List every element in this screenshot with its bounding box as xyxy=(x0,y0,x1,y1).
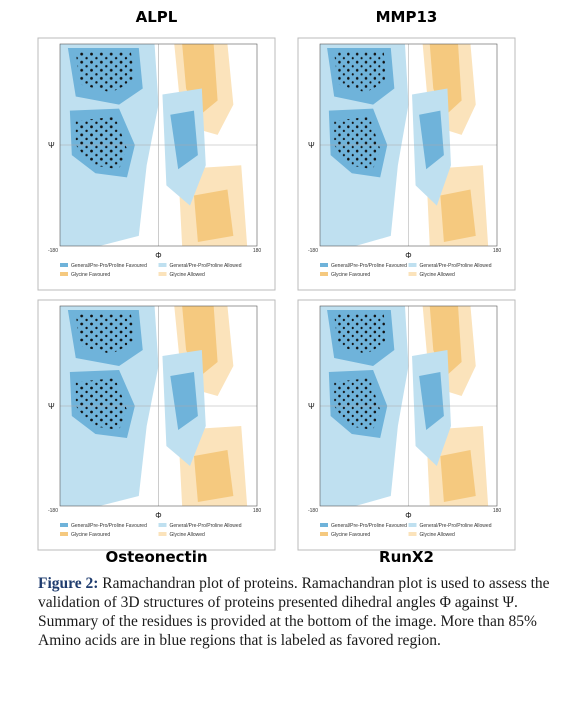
legend-swatch xyxy=(158,272,167,276)
psi-label: Ψ xyxy=(48,141,55,150)
legend-label: General/Pre-Pro/Proline Favoured xyxy=(71,263,147,269)
legend-swatch xyxy=(60,263,68,267)
legend-swatch xyxy=(408,272,417,276)
legend-swatch xyxy=(408,523,417,527)
legend-label: Glycine Allowed xyxy=(420,272,456,278)
legend-label: General/Pre-Pro/Proline Allowed xyxy=(420,523,492,529)
legend-label: General/Pre-Pro/Proline Favoured xyxy=(331,263,407,269)
legend-swatch xyxy=(60,523,68,527)
plot xyxy=(60,44,257,246)
plot-frame xyxy=(319,43,498,247)
region xyxy=(75,314,135,430)
plot xyxy=(60,306,257,506)
figure: ALPL Ψ Φ -180 180 General/Pre-Pro/Proline Fav… xyxy=(37,8,516,566)
region xyxy=(334,52,388,170)
legend-swatch xyxy=(408,263,417,267)
tick-max: 180 xyxy=(493,508,502,514)
legend-label: General/Pre-Pro/Proline Allowed xyxy=(420,263,492,269)
tick-min: -180 xyxy=(308,248,318,254)
panel: RunX2 Ψ Φ -180 180 General/Pre-Pro/Proline Fa… xyxy=(297,299,516,566)
region xyxy=(334,314,388,430)
tick-max: 180 xyxy=(253,248,262,254)
legend-label: Glycine Allowed xyxy=(170,272,206,278)
panel: MMP13 Ψ Φ -180 180 General/Pre-Pro/Proline Fa… xyxy=(297,8,516,291)
legend-label: Glycine Favoured xyxy=(331,532,370,538)
legend-label: General/Pre-Pro/Proline Allowed xyxy=(170,263,242,269)
tick-min: -180 xyxy=(48,508,58,514)
legend-swatch xyxy=(158,523,167,527)
plot-frame xyxy=(319,305,498,507)
panel-title: ALPL xyxy=(136,8,178,26)
tick-min: -180 xyxy=(308,508,318,514)
psi-label: Ψ xyxy=(308,402,315,411)
legend-label: Glycine Favoured xyxy=(71,272,110,278)
legend-label: Glycine Allowed xyxy=(420,532,456,538)
phi-label: Φ xyxy=(155,251,161,260)
legend-swatch xyxy=(320,523,328,527)
phi-label: Φ xyxy=(405,511,411,520)
legend-swatch xyxy=(158,532,167,536)
tick-min: -180 xyxy=(48,248,58,254)
phi-label: Φ xyxy=(155,511,161,520)
psi-label: Ψ xyxy=(308,141,315,150)
caption: Figure 2: Ramachandran plot of proteins.… xyxy=(38,574,550,650)
legend-label: General/Pre-Pro/Proline Favoured xyxy=(331,523,407,529)
caption-text: Ramachandran plot of proteins. Ramachand… xyxy=(38,575,550,649)
plot xyxy=(320,306,497,506)
panel-title: MMP13 xyxy=(376,8,438,26)
caption-label: Figure 2: xyxy=(38,575,99,592)
legend-label: General/Pre-Pro/Proline Favoured xyxy=(71,523,147,529)
legend-label: General/Pre-Pro/Proline Allowed xyxy=(170,523,242,529)
legend-label: Glycine Allowed xyxy=(170,532,206,538)
panel-title: RunX2 xyxy=(379,548,434,566)
phi-label: Φ xyxy=(405,251,411,260)
legend-swatch xyxy=(320,263,328,267)
legend-swatch xyxy=(60,272,68,276)
legend-label: Glycine Favoured xyxy=(331,272,370,278)
tick-max: 180 xyxy=(253,508,262,514)
legend-swatch xyxy=(60,532,68,536)
region xyxy=(75,52,135,170)
legend-label: Glycine Favoured xyxy=(71,532,110,538)
legend-swatch xyxy=(320,272,328,276)
panel: ALPL Ψ Φ -180 180 General/Pre-Pro/Proline Fav… xyxy=(37,8,276,291)
panel: Osteonectin Ψ Φ -180 180 General/Pre-Pro/Prol… xyxy=(37,299,276,566)
legend-swatch xyxy=(158,263,167,267)
plot-frame xyxy=(59,305,258,507)
panel-title: Osteonectin xyxy=(105,548,207,566)
tick-max: 180 xyxy=(493,248,502,254)
legend-swatch xyxy=(320,532,328,536)
legend-swatch xyxy=(408,532,417,536)
plot xyxy=(320,44,497,246)
plot-frame xyxy=(59,43,258,247)
psi-label: Ψ xyxy=(48,402,55,411)
